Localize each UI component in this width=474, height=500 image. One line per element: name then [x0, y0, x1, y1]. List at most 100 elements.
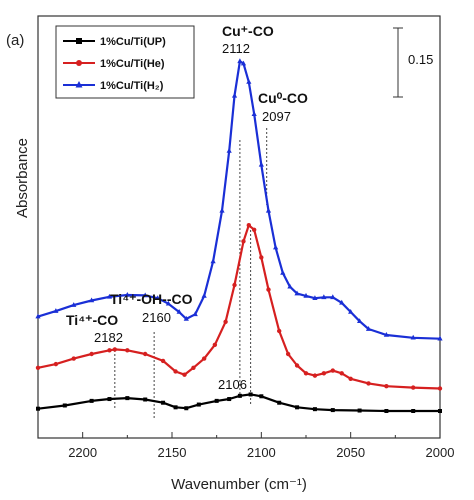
data-point — [280, 269, 286, 275]
data-point — [165, 300, 172, 306]
x-tick-label: 2150 — [158, 445, 187, 460]
data-point — [411, 409, 416, 413]
data-point — [125, 348, 130, 353]
data-point — [191, 365, 196, 370]
data-point — [259, 394, 264, 399]
scale-bar-label: 0.15 — [408, 52, 433, 67]
data-point — [273, 244, 279, 250]
data-point — [210, 258, 216, 264]
data-point — [35, 313, 41, 319]
data-point — [71, 356, 76, 361]
data-point — [35, 365, 41, 370]
annotation-ti4-oh-co: Ti⁴⁺-OH--CO — [110, 291, 193, 307]
data-point — [303, 371, 309, 376]
annotation-2112: 2112 — [222, 41, 250, 56]
data-point — [294, 363, 300, 368]
data-point — [383, 332, 389, 337]
data-point — [182, 372, 187, 377]
data-point — [183, 315, 189, 321]
data-point — [330, 294, 336, 300]
data-point — [125, 396, 130, 401]
annotation-cu-plus-co: Cu⁺-CO — [222, 23, 274, 39]
data-point — [173, 369, 178, 374]
data-point — [348, 309, 354, 314]
data-point — [312, 373, 318, 378]
data-point — [246, 223, 252, 228]
peak-guide-lines — [114, 128, 268, 418]
legend-items: 1%Cu/Ti(UP) 1%Cu/Ti(He) 1%Cu/Ti(H₂) — [63, 36, 166, 92]
data-point — [219, 207, 225, 213]
data-point — [285, 351, 291, 357]
annotations: Cu⁺-CO 2112 Cu⁰-CO 2097 Ti⁴⁺-OH--CO 2160… — [66, 23, 308, 392]
data-point — [410, 334, 416, 340]
data-point — [265, 207, 272, 213]
data-point — [62, 403, 67, 408]
data-point — [71, 302, 77, 307]
data-point — [226, 148, 232, 153]
data-point — [106, 293, 113, 299]
plot-frame — [37, 15, 441, 439]
data-point — [277, 328, 282, 334]
annotation-cu0-co: Cu⁰-CO — [258, 90, 308, 106]
data-point — [357, 408, 362, 413]
data-point — [231, 92, 238, 98]
data-point — [339, 371, 344, 376]
data-point — [237, 58, 243, 64]
x-tick-label: 2200 — [68, 445, 97, 460]
legend-label: 1%Cu/Ti(H₂) — [100, 80, 164, 92]
data-point — [295, 405, 300, 410]
data-point — [365, 326, 372, 331]
legend-marker — [76, 38, 82, 44]
x-tick-label: 2050 — [336, 445, 365, 460]
data-point — [53, 308, 59, 313]
data-point — [192, 311, 198, 317]
data-point — [259, 255, 264, 260]
data-point — [266, 287, 271, 292]
legend-label: 1%Cu/Ti(UP) — [100, 36, 166, 48]
data-point — [411, 385, 416, 390]
data-point — [251, 111, 257, 116]
data-point — [303, 292, 309, 298]
data-point — [107, 397, 112, 402]
series-line-2 — [37, 60, 441, 340]
annotation-2160: 2160 — [142, 310, 171, 325]
data-point — [143, 351, 148, 357]
data-point — [143, 397, 148, 402]
series-lines — [35, 58, 443, 413]
annotation-ti4-co: Ti⁴⁺-CO — [66, 312, 118, 328]
data-point — [227, 397, 232, 402]
data-point — [161, 400, 166, 405]
data-point — [89, 398, 94, 403]
data-point — [212, 342, 218, 347]
data-point — [184, 406, 189, 411]
data-point — [240, 60, 247, 66]
data-point — [339, 299, 345, 305]
data-point — [142, 292, 148, 298]
data-point — [196, 402, 201, 407]
data-point — [89, 351, 94, 357]
scale-bar: 0.15 — [393, 27, 433, 98]
annotation-2097: 2097 — [262, 109, 291, 124]
data-point — [201, 356, 207, 361]
data-point — [246, 79, 252, 84]
data-point — [366, 381, 371, 386]
data-point — [437, 386, 443, 391]
data-point — [53, 361, 59, 367]
annotation-2182: 2182 — [94, 330, 123, 345]
data-point — [251, 227, 257, 232]
data-point — [312, 407, 317, 412]
data-point — [258, 161, 264, 167]
data-point — [357, 318, 363, 323]
data-point — [438, 409, 442, 413]
series-line-1 — [37, 224, 441, 390]
data-point — [330, 368, 335, 373]
data-point — [173, 405, 178, 410]
x-tick-label: 2000 — [426, 445, 455, 460]
data-point — [321, 294, 327, 300]
x-axis-title: Wavenumber (cm⁻¹) — [171, 476, 307, 493]
data-point — [384, 384, 389, 389]
data-point — [223, 319, 228, 324]
data-point — [437, 335, 443, 341]
data-point — [201, 292, 207, 298]
